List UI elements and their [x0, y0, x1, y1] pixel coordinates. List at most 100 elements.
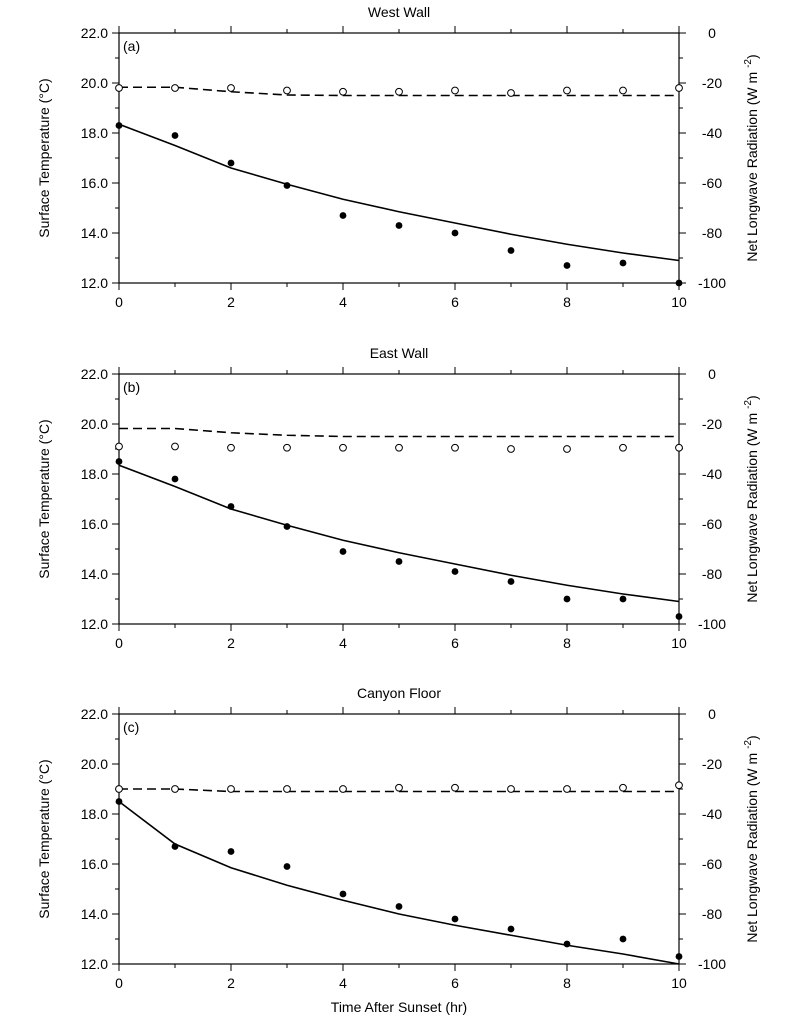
plot-frame — [118, 32, 680, 284]
y-tick-label: 14.0 — [81, 566, 108, 582]
temperature-obs-point — [395, 222, 403, 229]
radiation-obs-point — [451, 783, 459, 792]
radiation-obs-point — [507, 89, 515, 97]
y-tick-label: 20.0 — [81, 75, 108, 91]
y2-tick-label: -20 — [702, 416, 722, 432]
x-tick-label: 4 — [339, 635, 347, 651]
y-axis-label: Surface Temperature (°C) — [36, 419, 52, 578]
y2-axis-label: Net Longwave Radiation (W m -2) — [743, 54, 760, 261]
radiation-obs-point — [227, 84, 235, 92]
temperature-obs-point — [171, 132, 179, 139]
radiation-obs-point — [339, 87, 347, 96]
panel-3: Canyon Floor (c) 0 2 4 6 8 10 12.0 14.0 16.0 18.0 20… — [36, 685, 760, 1015]
radiation-obs-point — [619, 86, 627, 95]
y-axis-label: Surface Temperature (°C) — [36, 78, 52, 237]
temperature-obs-point — [619, 259, 627, 267]
radiation-obs-point — [227, 785, 235, 793]
radiation-obs-point — [675, 781, 683, 790]
y-tick-label: 14.0 — [81, 906, 108, 922]
x-tick-label: 6 — [451, 635, 459, 651]
panel-2: East Wall (b) 0 2 4 6 8 10 12.0 14.0 16.0 18.0 20.0 2… — [36, 345, 760, 651]
x-tick-label: 4 — [339, 975, 347, 991]
radiation-obs-point — [115, 785, 123, 793]
y-tick-label: 12.0 — [81, 616, 108, 632]
temperature-obs-point — [675, 953, 683, 960]
temperature-obs-point — [227, 159, 235, 167]
temperature-model-line — [118, 464, 680, 603]
y-tick-label: 20.0 — [81, 756, 108, 772]
radiation-obs-point — [675, 443, 683, 452]
x-tick-label: 0 — [115, 635, 123, 651]
temperature-obs-point — [507, 247, 515, 254]
y2-tick-label: -80 — [702, 566, 722, 582]
panel-1: West Wall (a) 0 2 4 6 8 10 12.0 14.0 16.0 18.0 20.0 2… — [36, 4, 760, 310]
panel-title: East Wall — [370, 345, 429, 361]
y2-tick-label: -100 — [698, 616, 726, 632]
radiation-obs-point — [339, 443, 347, 452]
y-tick-label: 22.0 — [81, 25, 108, 41]
panel-title: West Wall — [368, 4, 430, 20]
radiation-obs-point — [283, 86, 291, 95]
temperature-obs-point — [115, 122, 123, 129]
y2-tick-label: -40 — [702, 806, 722, 822]
radiation-obs-point — [115, 84, 123, 92]
radiation-obs-point — [507, 785, 515, 793]
plot-frame — [118, 713, 680, 965]
radiation-obs-point — [395, 783, 403, 792]
radiation-obs-point — [283, 443, 291, 452]
x-tick-label: 4 — [339, 294, 347, 310]
radiation-obs-point — [563, 445, 571, 453]
temperature-obs-point — [675, 279, 683, 287]
radiation-obs-point — [563, 785, 571, 793]
temperature-obs-point — [451, 915, 459, 923]
temperature-obs-point — [283, 523, 291, 530]
radiation-obs-point — [675, 84, 683, 92]
panel-label: (c) — [123, 719, 139, 735]
x-tick-label: 10 — [671, 635, 687, 651]
panel-label: (b) — [123, 379, 140, 395]
temperature-obs-point — [395, 903, 403, 910]
temperature-obs-point — [283, 182, 291, 189]
x-axis-label: Time After Sunset (hr) — [331, 999, 467, 1015]
radiation-obs-point — [171, 84, 179, 92]
y2-axis-label: Net Longwave Radiation (W m -2) — [743, 395, 760, 602]
y-tick-label: 18.0 — [81, 806, 108, 822]
temperature-obs-point — [115, 798, 123, 805]
temperature-obs-point — [283, 863, 291, 870]
temperature-model-line — [118, 123, 680, 262]
radiation-obs-point — [283, 785, 291, 793]
y-tick-label: 14.0 — [81, 225, 108, 241]
y-tick-label: 16.0 — [81, 856, 108, 872]
y2-tick-label: -20 — [702, 756, 722, 772]
temperature-obs-point — [227, 848, 235, 855]
y2-tick-label: -60 — [702, 175, 722, 191]
x-tick-label: 8 — [563, 294, 571, 310]
temperature-obs-point — [563, 262, 571, 269]
temperature-obs-point — [339, 548, 347, 555]
y2-tick-label: 0 — [708, 706, 716, 722]
temperature-obs-point — [395, 558, 403, 565]
x-tick-label: 0 — [115, 975, 123, 991]
y2-tick-label: -100 — [698, 956, 726, 972]
x-tick-label: 8 — [563, 975, 571, 991]
y-tick-label: 12.0 — [81, 956, 108, 972]
radiation-obs-point — [619, 783, 627, 792]
y2-tick-label: -20 — [702, 75, 722, 91]
radiation-obs-point — [171, 785, 179, 793]
x-tick-label: 0 — [115, 294, 123, 310]
radiation-obs-point — [451, 86, 459, 95]
radiation-obs-point — [563, 86, 571, 95]
y-tick-label: 18.0 — [81, 466, 108, 482]
plot-frame — [118, 373, 680, 625]
temperature-obs-point — [619, 935, 627, 943]
radiation-model-line — [119, 427, 679, 438]
y-tick-label: 22.0 — [81, 706, 108, 722]
y-tick-label: 12.0 — [81, 275, 108, 291]
x-tick-label: 2 — [227, 975, 235, 991]
y2-tick-label: 0 — [708, 25, 716, 41]
panel-title: Canyon Floor — [357, 685, 441, 701]
radiation-obs-point — [619, 443, 627, 452]
y-tick-label: 16.0 — [81, 175, 108, 191]
y2-tick-label: -60 — [702, 516, 722, 532]
